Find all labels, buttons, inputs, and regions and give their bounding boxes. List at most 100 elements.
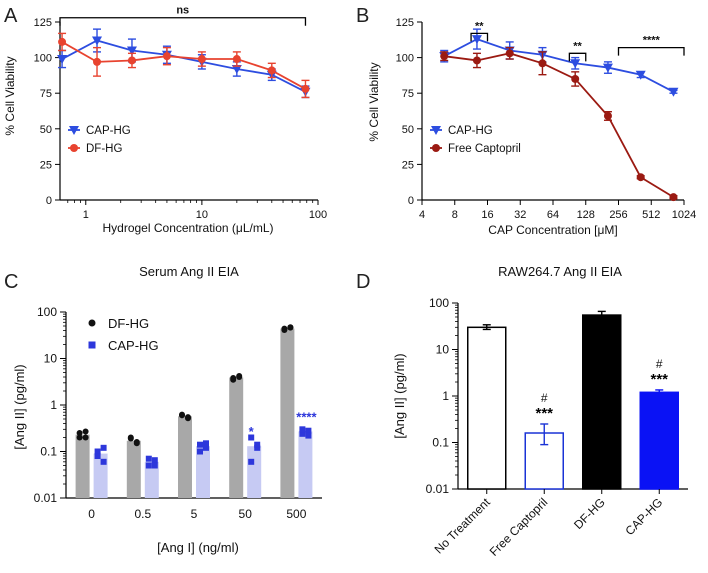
panel-c-point	[145, 462, 152, 469]
panel-c-point	[299, 426, 306, 433]
panel-d-ytick-label: 10	[436, 343, 450, 357]
panel-c-bar	[196, 446, 210, 498]
panel-c-legend-label: DF-HG	[108, 316, 149, 331]
panel-a-point	[127, 56, 136, 65]
panel-c-point	[145, 455, 152, 462]
panel-b-series-line-1	[444, 52, 674, 198]
panel-c-point	[82, 434, 89, 441]
panel-a-point	[231, 64, 242, 74]
panel-c-point	[287, 324, 294, 331]
panel-b: B % Cell Viability CAP Concentration [μM…	[356, 5, 696, 237]
panel-b-xtick-label: 1024	[672, 209, 696, 221]
panel-a-ytick-label: 125	[34, 17, 52, 29]
panel-c-letter: C	[4, 271, 18, 293]
panel-a-ytick-label: 50	[40, 124, 52, 136]
panel-d-ytick-label: 1	[442, 389, 449, 403]
panel-d-xtick-label: Free Captopril	[487, 495, 551, 559]
panel-b-point	[636, 173, 645, 182]
panel-c-point	[76, 429, 83, 436]
panel-b-sig-label: **	[475, 20, 484, 32]
panel-d-ytick-label: 0.1	[432, 436, 449, 450]
panel-b-legend-label: Free Captopril	[448, 143, 521, 155]
panel-b-sig-label: **	[573, 40, 582, 52]
panel-c-point	[179, 412, 185, 419]
panel-b-ytick-label: 25	[402, 159, 414, 171]
panel-d-bar	[639, 391, 679, 490]
panel-a-sig-bracket	[59, 17, 307, 26]
panel-a-xtick-label: 1	[83, 209, 89, 221]
panel-a-ytick-label: 25	[40, 159, 52, 171]
panel-c-point	[281, 325, 288, 332]
panel-c-legend-marker	[88, 341, 96, 349]
panel-c-xtick-label: 0.5	[134, 507, 151, 521]
panel-b-point	[603, 111, 612, 120]
panel-b-xtick-label: 128	[577, 209, 595, 221]
panel-a-point	[232, 55, 241, 64]
panel-a-point	[162, 52, 171, 61]
panel-c-bar	[75, 434, 90, 498]
panel-b-point	[669, 193, 678, 202]
panel-a-point	[267, 66, 276, 75]
panel-b-series-line-0	[443, 38, 674, 93]
panel-a-plot: 0 25 50 75 100 125 1 10 100 ns CAP-HG DF-HG	[34, 5, 328, 221]
panel-a-point	[57, 55, 68, 65]
panel-c-point	[299, 430, 306, 437]
panel-b-point	[505, 49, 514, 58]
panel-c-bar	[126, 440, 141, 498]
panel-c-legend-marker	[88, 319, 96, 327]
panel-b-xtick-label: 64	[547, 209, 559, 221]
panel-c: C Serum Ang II EIA [Ang II] (pg/ml) [Ang…	[4, 264, 322, 555]
panel-c-point	[151, 462, 158, 469]
panel-b-sig-bracket	[568, 52, 587, 62]
panel-c-xtick-label: 500	[286, 507, 306, 521]
panel-a-xtick-label: 100	[309, 209, 327, 221]
panel-a-ylabel: % Cell Viability	[3, 56, 17, 135]
panel-b-point	[668, 87, 679, 97]
panel-a-legend-marker	[69, 126, 79, 135]
panel-c-point	[305, 432, 312, 439]
panel-a-series-line-1	[61, 41, 306, 90]
panel-c-point	[197, 441, 203, 448]
panel-d-xtick-label: DF-HG	[571, 495, 608, 532]
panel-b-point	[602, 63, 613, 73]
panel-c-sig-label: ****	[296, 409, 317, 424]
panel-b-sig-bracket	[470, 32, 489, 42]
panel-a-xtick-label: 10	[196, 209, 208, 221]
panel-a-point	[197, 55, 206, 64]
panel-d: D RAW264.7 Ang II EIA [Ang II] (pg/ml) 0…	[356, 264, 688, 559]
panel-c-ytick-label: 0.1	[40, 445, 57, 459]
panel-d-bar	[467, 326, 507, 490]
panel-b-point	[571, 74, 580, 83]
panel-d-sig-hash: #	[656, 357, 663, 371]
panel-c-point	[254, 444, 261, 451]
panel-c-bar	[298, 431, 313, 498]
panel-b-point	[635, 70, 646, 80]
panel-a-letter: A	[4, 5, 18, 27]
panel-c-xtick-label: 5	[191, 507, 198, 521]
panel-c-point	[151, 457, 158, 464]
panel-b-legend-label: CAP-HG	[448, 125, 493, 137]
panel-c-legend-label: CAP-HG	[108, 338, 159, 353]
panel-c-point	[203, 440, 209, 447]
panel-c-ytick-label: 0.01	[34, 491, 58, 505]
panel-a-xlabel: Hydrogel Concentration (μL/mL)	[103, 221, 274, 235]
panel-c-bar	[178, 416, 192, 498]
panel-b-sig-label: ****	[643, 35, 661, 47]
panel-b-xlabel: CAP Concentration [μM]	[488, 223, 617, 237]
panel-c-ytick-label: 1	[50, 398, 57, 412]
panel-b-point	[471, 35, 482, 45]
panel-a-sig-label: ns	[176, 5, 189, 17]
panel-b-point	[570, 59, 581, 69]
panel-c-ytick-label: 10	[44, 352, 58, 366]
panel-c-bar	[144, 461, 159, 498]
panel-c-point	[100, 458, 107, 465]
panel-c-point	[197, 448, 203, 455]
panel-d-sig-stars: ***	[535, 405, 553, 422]
panel-b-xtick-label: 32	[514, 209, 526, 221]
panel-c-point	[82, 428, 89, 435]
panel-d-ytick-label: 100	[429, 296, 449, 310]
panel-c-xlabel: [Ang I] (ng/ml)	[157, 540, 239, 555]
panel-d-ytick-label: 0.01	[426, 482, 450, 496]
